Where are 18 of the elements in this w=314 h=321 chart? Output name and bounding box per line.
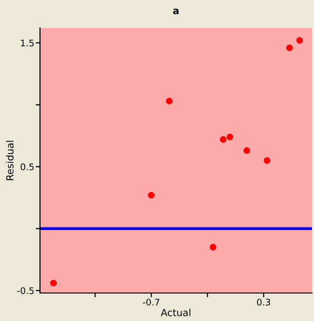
point xyxy=(264,157,270,164)
point xyxy=(296,37,303,44)
chart-title: a xyxy=(173,8,179,14)
point xyxy=(166,98,173,104)
point xyxy=(220,136,226,143)
point xyxy=(226,134,234,140)
point xyxy=(148,192,155,198)
x-axis-title: Actual xyxy=(160,308,190,316)
y-axis-title: Residual xyxy=(6,140,14,180)
x-tick-label: 0.3 xyxy=(257,298,270,306)
y-tick-label: 1.5 xyxy=(21,40,34,46)
point xyxy=(286,44,293,52)
point xyxy=(210,244,216,250)
x-tick-label: -0.7 xyxy=(142,298,160,306)
point xyxy=(244,147,250,154)
y-tick-label: 0.5 xyxy=(20,163,34,170)
point xyxy=(50,280,57,286)
y-tick-label: -0.5 xyxy=(17,287,34,294)
